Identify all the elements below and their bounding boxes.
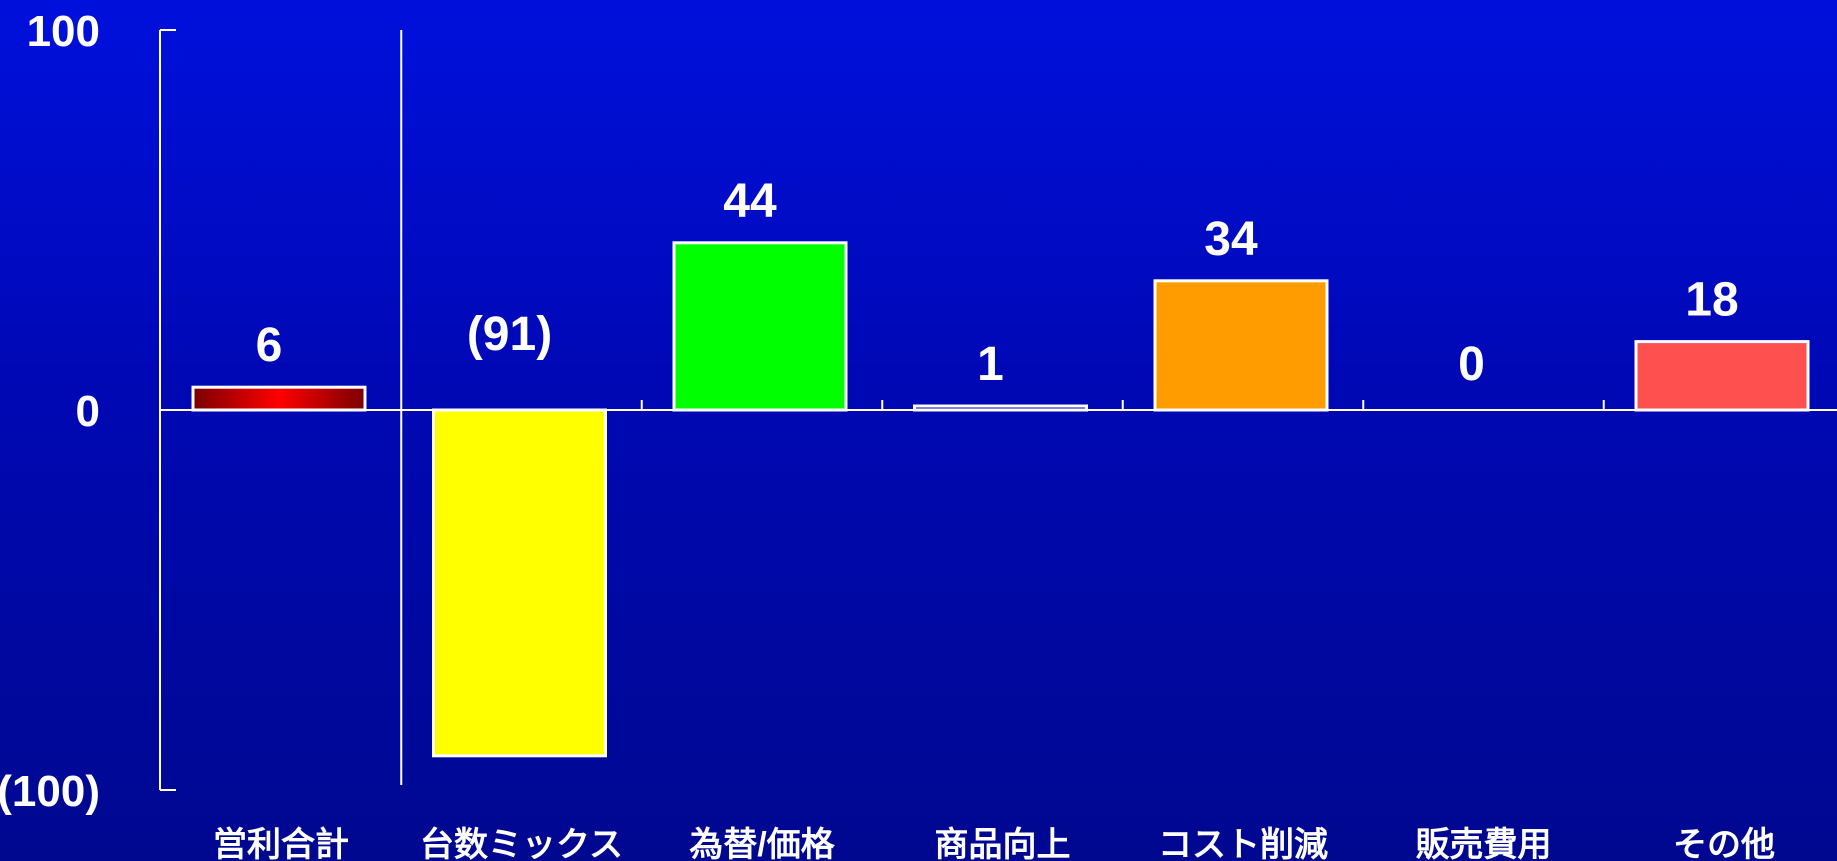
value-label-2: (91) bbox=[467, 308, 552, 361]
category-label-1: 営利合計 bbox=[213, 826, 349, 861]
labels: 100 0 (100) 6 営利合計 (91) 台数ミックス 44 為替/価格 1 商品向上 34 コス… bbox=[0, 7, 1775, 861]
bars bbox=[191, 241, 1810, 758]
value-label-7: 18 bbox=[1685, 274, 1738, 327]
bar-3 bbox=[672, 241, 848, 412]
value-label-3: 44 bbox=[723, 175, 777, 228]
y-tick-label: 100 bbox=[27, 7, 100, 56]
y-tick-label: (100) bbox=[0, 767, 100, 816]
category-label-4: 商品向上 bbox=[935, 826, 1071, 861]
category-label-3: 為替/価格 bbox=[689, 826, 835, 861]
category-label-6: 販売費用 bbox=[1416, 826, 1552, 861]
category-label-5: コスト削減 bbox=[1158, 826, 1328, 861]
y-tick-label: 0 bbox=[76, 387, 100, 436]
bar-7 bbox=[1634, 340, 1810, 412]
category-label-2: 台数ミックス bbox=[420, 826, 623, 861]
value-label-1: 6 bbox=[256, 319, 283, 372]
value-label-6: 0 bbox=[1458, 338, 1485, 391]
bar-5 bbox=[1153, 279, 1329, 412]
category-label-7: その他 bbox=[1673, 826, 1775, 861]
value-label-4: 1 bbox=[977, 338, 1004, 391]
bar-1 bbox=[191, 385, 367, 412]
bar-4 bbox=[913, 404, 1088, 412]
bar-2 bbox=[432, 408, 607, 758]
value-label-5: 34 bbox=[1204, 213, 1258, 266]
